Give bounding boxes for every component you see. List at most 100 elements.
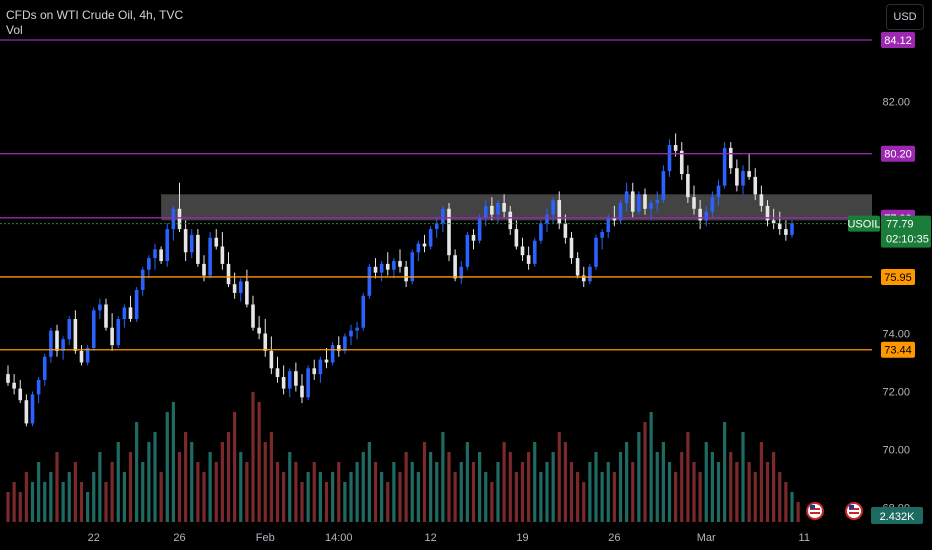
us-flag-event-icon[interactable] [806,502,824,520]
volume-bar [30,482,35,522]
candle-body [496,203,500,215]
volume-bar [527,452,531,522]
candle-body [459,266,464,279]
resistance-zone [161,194,872,221]
currency-button[interactable]: USD [886,4,924,30]
volume-bar [86,492,90,522]
candle-body [367,266,372,296]
candle-body [140,269,145,290]
volume-bar [386,482,390,522]
volume-bar [618,452,623,522]
candle-body [471,234,476,241]
volume-bar [233,412,237,522]
level-price-badge [881,341,915,358]
volume-bar [245,462,249,522]
candle-body [777,223,782,230]
volume-bar [778,472,782,522]
volume-bar [520,462,525,522]
time-tick-label: 26 [173,532,185,544]
volume-bar [37,462,41,522]
candle-body [116,319,121,346]
candle-body [753,176,758,195]
volume-bar [735,462,739,522]
volume-bar [582,482,586,522]
volume-bar [661,442,665,522]
volume-bar [649,412,653,522]
level-price-label: 75.95 [884,272,912,284]
volume-bar [447,452,451,522]
candle-body [373,266,378,273]
volume-bar [153,432,157,522]
candle-body [12,382,16,389]
volume-bar [128,452,133,522]
volume-bar [220,442,224,522]
candle-body [410,252,415,282]
volume-value: 2.432K [880,511,916,523]
candle-body [30,394,35,424]
candle-body [238,281,243,293]
volume-bar [294,462,298,522]
volume-bar [361,452,365,522]
time-tick-label: 26 [608,532,620,544]
candle-body [600,232,604,238]
candle-body [165,229,170,261]
volume-bar [422,442,427,522]
volume-bar [288,452,292,522]
candle-body [465,234,470,267]
volume-bar [324,482,329,522]
candle-body [73,319,78,351]
volume-bar [490,482,494,522]
volume-bar [612,472,616,522]
volume-bar [196,462,200,522]
candle-body [275,368,280,377]
volume-bar [257,402,261,522]
candle-body [263,333,268,351]
volume-bar [502,442,506,522]
volume-bar [18,492,22,522]
candle-body [759,194,764,206]
time-tick-label: 11 [799,532,810,544]
volume-bar [655,452,659,522]
flag-canton [849,505,854,509]
volume-bar [790,492,794,522]
symbol-title[interactable]: CFDs on WTI Crude Oil, 4h, TVC [6,8,184,22]
candle-body [392,261,396,270]
candle-body [55,330,59,351]
candle-body [379,263,384,273]
volume-bar [67,472,71,522]
volume-bar [729,452,733,522]
time-tick-label: 14:00 [325,532,353,544]
candle-body [159,249,163,261]
volume-bar [355,462,359,522]
candle-body [434,223,439,230]
event-icons[interactable] [806,502,863,520]
candle-body [6,374,10,383]
volume-indicator-label[interactable]: Vol [6,23,23,37]
resistance-zone-layer [161,194,872,221]
candle-body [61,339,65,351]
volume-bar [55,452,59,522]
candle-body [128,307,133,319]
candle-body [704,211,709,221]
volume-bar [373,462,378,522]
us-flag-event-icon[interactable] [845,502,863,520]
candle-body [575,258,580,276]
candle-body [790,223,794,235]
candle-body [49,330,53,357]
candle-body [637,194,641,212]
time-axis[interactable]: 22 26 Feb 14:00 12 19 26 Mar 11 [88,532,810,544]
volume-bar [306,472,310,522]
candle-body [447,208,451,256]
volume-bar [545,462,549,522]
candle-body [477,217,482,241]
candle-body [147,258,151,270]
volume-bar [171,402,175,522]
candle-body [361,295,366,328]
volume-bar [551,452,555,522]
volume-bar [723,422,727,522]
candle-body [673,145,678,151]
volume-bar [318,472,322,522]
candle-body [336,345,341,351]
candle-body [36,379,41,395]
